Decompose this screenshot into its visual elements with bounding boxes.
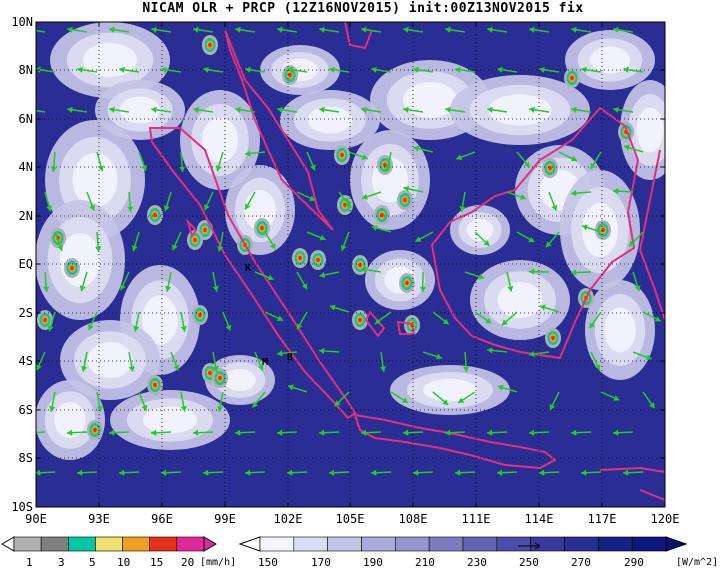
wind-vectors [36, 26, 662, 476]
coastline-nias [185, 218, 198, 239]
place-label-m: M [262, 357, 269, 368]
lon-label-105e: 105E [335, 512, 365, 526]
coastline-sumatra [148, 127, 357, 420]
lat-label-10s: 10S [11, 500, 33, 514]
place-label-k: K [245, 263, 252, 274]
coastline-malay-peninsula [224, 29, 334, 231]
olr-tick-label: 290 [624, 556, 644, 569]
olr-tick-label: 170 [311, 556, 331, 569]
olr-tick-label: 230 [467, 556, 487, 569]
coastline-sulawesi [638, 149, 665, 321]
lon-label-96e: 96E [151, 512, 173, 526]
olr-colorbar [238, 536, 688, 552]
precip-unit: [mm/h] [200, 557, 237, 568]
olr-tick-label: 150 [258, 556, 278, 569]
coastline-lesser-sunda [599, 466, 665, 501]
coastline-java [353, 413, 557, 470]
lon-label-93e: 93E [88, 512, 110, 526]
coastline-indochina [344, 22, 373, 50]
lon-label-117e: 117E [587, 512, 617, 526]
precip-tick-label: 1 [26, 556, 33, 569]
precip-tick-label: 15 [150, 556, 164, 569]
grid-lines [36, 22, 665, 507]
precip-tick-label: 5 [89, 556, 96, 569]
lat-label-2n: 2N [18, 209, 33, 223]
olr-tick-label: 210 [415, 556, 435, 569]
coastline-belitung [396, 320, 416, 335]
coastlines [148, 22, 665, 501]
lat-label-6n: 6N [18, 112, 33, 126]
lat-label-2s: 2S [18, 306, 33, 320]
lon-label-102e: 102E [273, 512, 303, 526]
lon-label-108e: 108E [398, 512, 428, 526]
lon-label-120e: 120E [650, 512, 680, 526]
figure-title: NICAM OLR + PRCP (12Z16NOV2015) init:00Z… [142, 1, 584, 16]
reference-vector [518, 542, 541, 550]
place-label-b: B [287, 352, 294, 363]
lat-label-8n: 8N [18, 63, 33, 77]
lat-label-eq: EQ [18, 257, 33, 271]
precip-tick-label: 3 [58, 556, 65, 569]
olr-tick-label: 190 [363, 556, 383, 569]
olr-tick-label: 270 [571, 556, 591, 569]
olr-tick-label: 250 [519, 556, 539, 569]
lon-label-114e: 114E [524, 512, 554, 526]
lat-label-4s: 4S [18, 354, 33, 368]
lat-label-4n: 4N [18, 160, 33, 174]
lat-label-10n: 10N [11, 15, 33, 29]
lon-label-99e: 99E [214, 512, 236, 526]
coastline-borneo [430, 106, 640, 360]
precip-tick-label: 10 [117, 556, 131, 569]
lat-label-8s: 8S [18, 451, 33, 465]
precip-colorbar [1, 536, 217, 552]
olr-unit: [W/m^2] [676, 557, 719, 568]
lon-label-90e: 90E [25, 512, 47, 526]
precip-tick-label: 20 [181, 556, 195, 569]
lon-label-111e: 111E [461, 512, 491, 526]
lat-label-6s: 6S [18, 403, 33, 417]
